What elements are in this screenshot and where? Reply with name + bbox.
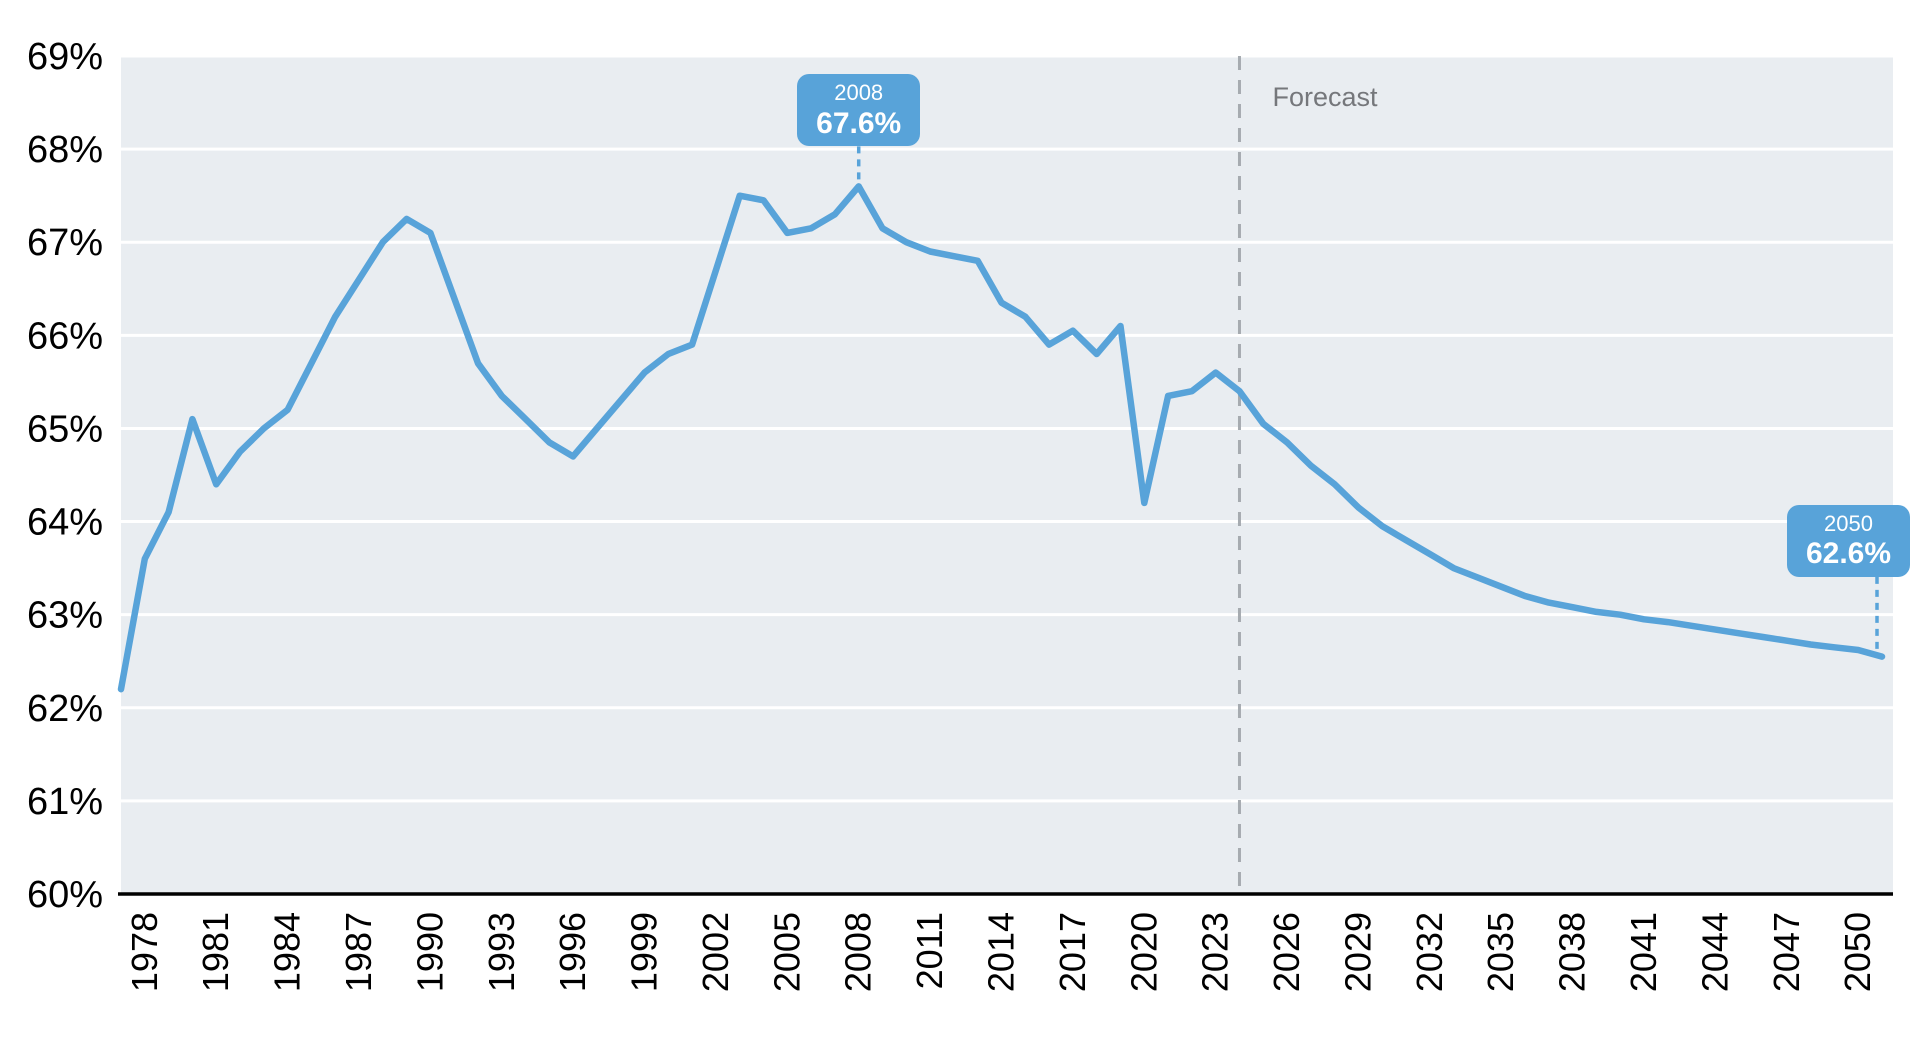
- y-tick-label: 60%: [27, 874, 103, 916]
- y-tick-label: 64%: [27, 502, 103, 544]
- callout-2008: 2008 67.6%: [797, 74, 921, 147]
- x-tick-label: 2026: [1266, 912, 1307, 992]
- x-tick-label: 2017: [1052, 912, 1093, 992]
- y-tick-label: 67%: [27, 222, 103, 264]
- x-tick-label: 2047: [1766, 912, 1807, 992]
- data-line: [117, 183, 1886, 693]
- callout-2008-year: 2008: [834, 80, 884, 106]
- x-tick-label: 2050: [1837, 912, 1878, 992]
- x-tick-label: 1996: [552, 912, 593, 992]
- x-tick-label: 2014: [981, 912, 1022, 992]
- y-tick-label: 68%: [27, 129, 103, 171]
- x-tick-label: 1981: [195, 912, 236, 992]
- x-tick-label: 2041: [1623, 912, 1664, 992]
- forecast-label: Forecast: [1272, 82, 1378, 112]
- x-tick-label: 2008: [838, 912, 879, 992]
- y-tick-label: 61%: [27, 781, 103, 823]
- x-tick-label: 2005: [766, 912, 807, 992]
- x-tick-label: 2032: [1409, 912, 1450, 992]
- x-tick-label: 2035: [1480, 912, 1521, 992]
- x-tick-label: 2023: [1195, 912, 1236, 992]
- x-tick-label: 1999: [624, 912, 665, 992]
- x-tick-label: 1993: [481, 912, 522, 992]
- x-tick-label: 2002: [695, 912, 736, 992]
- x-tick-label: 2038: [1552, 912, 1593, 992]
- y-tick-label: 62%: [27, 688, 103, 730]
- plot-area: [121, 56, 1893, 894]
- y-tick-label: 69%: [27, 36, 103, 78]
- y-tick-label: 65%: [27, 408, 103, 450]
- x-tick-label: 1987: [338, 912, 379, 992]
- x-tick-label: 2011: [909, 912, 950, 989]
- y-tick-label: 63%: [27, 595, 103, 637]
- y-tick-label: 66%: [27, 315, 103, 357]
- x-tick-label: 2044: [1694, 912, 1735, 992]
- callout-2050-year: 2050: [1824, 510, 1873, 536]
- callout-2050-value: 62.6%: [1805, 537, 1892, 571]
- x-tick-label: 2020: [1123, 912, 1164, 992]
- callout-2008-value: 67.6%: [816, 106, 902, 140]
- x-tick-label: 1990: [409, 912, 450, 992]
- x-tick-label: 1978: [124, 912, 165, 992]
- callout-2050: 2050 62.6%: [1787, 504, 1910, 577]
- x-tick-label: 2029: [1337, 912, 1378, 992]
- x-tick-label: 1984: [267, 912, 308, 992]
